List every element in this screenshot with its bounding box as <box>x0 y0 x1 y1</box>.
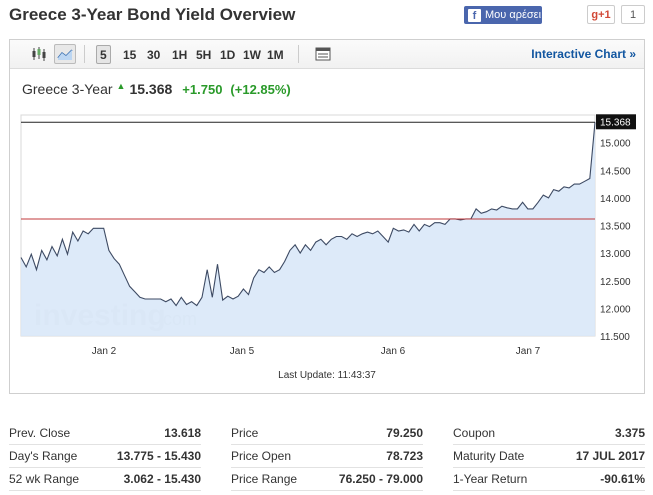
stats-label: Price Open <box>231 449 292 463</box>
last-value-label: 15.368 <box>600 117 631 128</box>
x-tick-label: Jan 6 <box>381 346 406 357</box>
stats-label: Price <box>231 426 259 440</box>
period-5h[interactable]: 5H <box>196 47 212 62</box>
stats-value: 79.250 <box>386 426 423 440</box>
stats-value: 76.250 - 79.000 <box>338 472 423 486</box>
price-chart[interactable]: investing.com15.00014.50014.00013.50013.… <box>10 40 646 395</box>
stats-column-3: Coupon 3.375 Maturity Date 17 JUL 2017 1-Yea… <box>453 422 645 491</box>
area-chart-icon[interactable] <box>54 44 76 64</box>
y-tick-label: 11.500 <box>600 332 630 343</box>
instrument-name: Greece 3-Year <box>22 81 113 97</box>
period-1d[interactable]: 1D <box>220 47 236 62</box>
stats-value: 78.723 <box>386 449 423 463</box>
stats-row: Price Range 76.250 - 79.000 <box>231 468 423 491</box>
period-1h[interactable]: 1H <box>172 47 188 62</box>
stats-value: 13.618 <box>164 426 201 440</box>
stats-row: Price Open 78.723 <box>231 445 423 468</box>
stats-label: Coupon <box>453 426 496 440</box>
x-tick-label: Jan 5 <box>230 346 255 357</box>
stats-row: 1-Year Return -90.61% <box>453 468 645 491</box>
y-tick-label: 14.500 <box>600 166 631 177</box>
series-area <box>21 122 595 336</box>
y-tick-label: 13.000 <box>600 249 631 260</box>
period-5[interactable]: 5 <box>96 45 111 64</box>
stats-value: 17 JUL 2017 <box>575 449 645 463</box>
stats-label: Maturity Date <box>453 449 525 463</box>
stats-label: Day's Range <box>9 449 78 463</box>
y-tick-label: 12.500 <box>600 277 631 288</box>
toolbar-divider <box>84 45 85 63</box>
table-icon[interactable] <box>312 44 334 64</box>
stats-row: Maturity Date 17 JUL 2017 <box>453 445 645 468</box>
facebook-like-label: Μου αρέσει <box>485 9 542 21</box>
last-update-time: 11:43:37 <box>337 370 376 381</box>
google-plus-count: 1 <box>621 5 645 24</box>
up-arrow-icon: ▲ <box>116 81 126 91</box>
stats-value: 13.775 - 15.430 <box>116 449 201 463</box>
stats-row: 52 wk Range 3.062 - 15.430 <box>9 468 201 491</box>
stats-label: 52 wk Range <box>9 472 80 486</box>
chart-toolbar: 5 15 30 1H 5H 1D 1W 1M Interactive Chart… <box>10 40 644 69</box>
period-1m[interactable]: 1M <box>267 47 284 62</box>
interactive-chart-link[interactable]: Interactive Chart » <box>531 47 636 61</box>
last-value-badge <box>596 114 636 130</box>
toolbar-divider <box>298 45 299 63</box>
period-30[interactable]: 30 <box>147 47 161 62</box>
stats-label: Price Range <box>231 472 298 486</box>
facebook-icon: f <box>468 8 481 22</box>
y-tick-label: 14.000 <box>600 194 631 205</box>
y-tick-label: 12.000 <box>600 304 631 315</box>
chart-panel: 5 15 30 1H 5H 1D 1W 1M Interactive Chart… <box>9 39 645 394</box>
stats-row: Prev. Close 13.618 <box>9 422 201 445</box>
candlestick-icon[interactable] <box>28 44 50 64</box>
stats-row: Price 79.250 <box>231 422 423 445</box>
y-tick-label: 15.000 <box>600 139 631 150</box>
google-plus-button[interactable]: g+1 <box>587 5 615 24</box>
stats-column-1: Prev. Close 13.618 Day's Range 13.775 - 15.… <box>9 422 201 491</box>
stats-value: -90.61% <box>600 472 645 486</box>
page-title: Greece 3-Year Bond Yield Overview <box>9 5 296 24</box>
facebook-like-button[interactable]: f Μου αρέσει <box>464 6 542 24</box>
stats-value: 3.062 - 15.430 <box>123 472 201 486</box>
last-price: 15.368 <box>129 81 173 97</box>
stats-label: 1-Year Return <box>453 472 528 486</box>
stats-row: Day's Range 13.775 - 15.430 <box>9 445 201 468</box>
stats-row: Coupon 3.375 <box>453 422 645 445</box>
period-15[interactable]: 15 <box>123 47 137 62</box>
x-tick-label: Jan 2 <box>92 346 117 357</box>
last-update: Last Update: 11:43:37 <box>10 370 644 381</box>
series-line <box>20 122 596 307</box>
price-change-percent: (+12.85%) <box>230 82 291 97</box>
stats-value: 3.375 <box>614 426 645 440</box>
last-update-label: Last Update: <box>278 370 335 381</box>
x-tick-label: Jan 7 <box>516 346 541 357</box>
quote-row: Greece 3-Year ▲ 15.368 +1.750 (+12.85%) <box>22 81 299 97</box>
price-change: +1.750 <box>182 82 223 97</box>
stats-column-2: Price 79.250 Price Open 78.723 Price Range 76… <box>231 422 423 491</box>
y-tick-label: 13.500 <box>600 222 631 233</box>
stats-label: Prev. Close <box>9 426 71 440</box>
period-1w[interactable]: 1W <box>243 47 261 62</box>
